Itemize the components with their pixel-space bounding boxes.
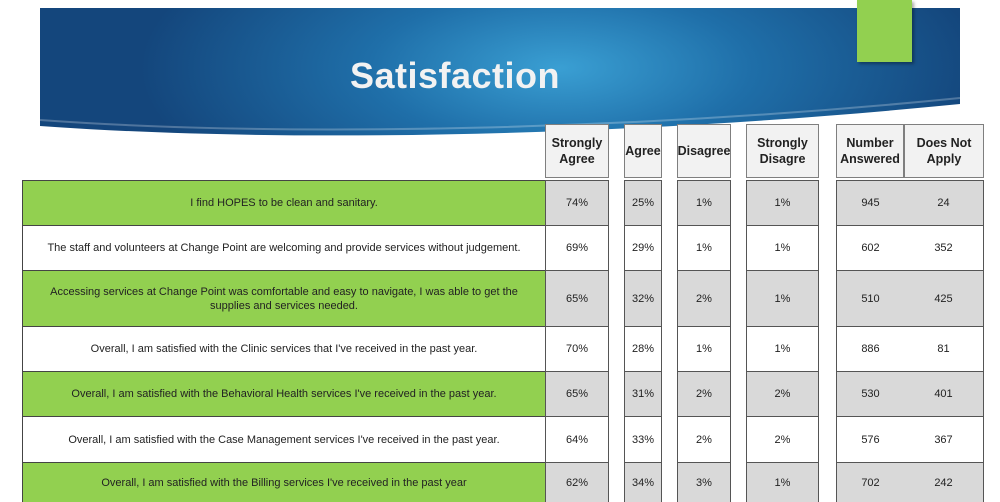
accent-square: [857, 0, 912, 62]
cell-strongly-disagree: 1%: [746, 462, 819, 502]
cell-does-not-apply: 24: [904, 180, 984, 225]
cell-agree: 25%: [624, 180, 662, 225]
cell-agree: 34%: [624, 462, 662, 502]
row-statement: The staff and volunteers at Change Point…: [22, 225, 545, 270]
header-agree: Agree: [624, 124, 662, 178]
cell-agree: 32%: [624, 270, 662, 326]
row-statement: Accessing services at Change Point was c…: [22, 270, 545, 326]
row-statement: Overall, I am satisfied with the Clinic …: [22, 326, 545, 371]
row-statement: Overall, I am satisfied with the Case Ma…: [22, 416, 545, 462]
cell-strongly-agree: 69%: [545, 225, 609, 270]
cell-disagree: 1%: [677, 225, 731, 270]
cell-does-not-apply: 352: [904, 225, 984, 270]
header-strongly-agree: Strongly Agree: [545, 124, 609, 178]
cell-number-answered: 602: [836, 225, 904, 270]
header-number-answered: Number Answered: [836, 124, 904, 178]
cell-strongly-agree: 70%: [545, 326, 609, 371]
cell-does-not-apply: 242: [904, 462, 984, 502]
cell-strongly-agree: 65%: [545, 371, 609, 416]
cell-strongly-disagree: 1%: [746, 180, 819, 225]
cell-strongly-agree: 65%: [545, 270, 609, 326]
cell-does-not-apply: 81: [904, 326, 984, 371]
cell-disagree: 2%: [677, 416, 731, 462]
cell-disagree: 1%: [677, 180, 731, 225]
cell-disagree: 3%: [677, 462, 731, 502]
header-does-not-apply: Does Not Apply: [904, 124, 984, 178]
cell-does-not-apply: 425: [904, 270, 984, 326]
cell-does-not-apply: 367: [904, 416, 984, 462]
row-statement: Overall, I am satisfied with the Billing…: [22, 462, 545, 502]
cell-does-not-apply: 401: [904, 371, 984, 416]
row-statement: I find HOPES to be clean and sanitary.: [22, 180, 545, 225]
cell-strongly-agree: 62%: [545, 462, 609, 502]
cell-number-answered: 702: [836, 462, 904, 502]
header-strongly-disagree: Strongly Disagre: [746, 124, 819, 178]
cell-strongly-disagree: 1%: [746, 326, 819, 371]
cell-agree: 28%: [624, 326, 662, 371]
cell-disagree: 2%: [677, 270, 731, 326]
cell-disagree: 2%: [677, 371, 731, 416]
cell-disagree: 1%: [677, 326, 731, 371]
cell-strongly-agree: 74%: [545, 180, 609, 225]
cell-agree: 33%: [624, 416, 662, 462]
cell-agree: 31%: [624, 371, 662, 416]
cell-number-answered: 510: [836, 270, 904, 326]
cell-strongly-agree: 64%: [545, 416, 609, 462]
header-disagree: Disagree: [677, 124, 731, 178]
cell-number-answered: 886: [836, 326, 904, 371]
cell-agree: 29%: [624, 225, 662, 270]
cell-strongly-disagree: 2%: [746, 416, 819, 462]
cell-number-answered: 576: [836, 416, 904, 462]
cell-strongly-disagree: 1%: [746, 225, 819, 270]
cell-strongly-disagree: 2%: [746, 371, 819, 416]
cell-number-answered: 945: [836, 180, 904, 225]
cell-strongly-disagree: 1%: [746, 270, 819, 326]
slide-title: Satisfaction: [349, 55, 561, 96]
cell-number-answered: 530: [836, 371, 904, 416]
row-statement: Overall, I am satisfied with the Behavio…: [22, 371, 545, 416]
